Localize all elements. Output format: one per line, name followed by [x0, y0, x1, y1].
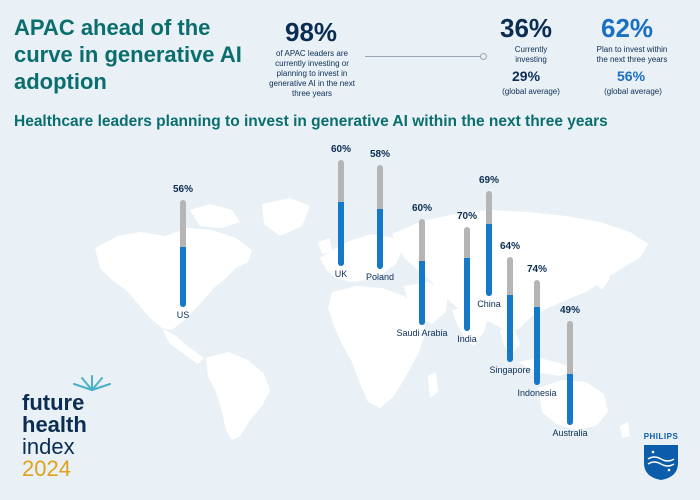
- fhi-word-future: future: [22, 390, 85, 415]
- bar-track-us: [180, 200, 186, 307]
- bar-track-australia: [567, 321, 573, 425]
- sunburst-icon: [73, 375, 111, 391]
- bar-india: [464, 258, 470, 331]
- bar-category-label-indonesia: Indonesia: [517, 388, 557, 398]
- plan-stat-value: 62%: [601, 13, 654, 43]
- bar-category-label-india: India: [457, 334, 477, 344]
- apac-stat-text: of APAC leaders are currently investing …: [269, 49, 355, 98]
- philips-shield-icon: [644, 445, 678, 480]
- bar-value-label-us: 56%: [172, 184, 194, 195]
- bar-poland: [377, 209, 383, 269]
- bar-saudi-arabia: [419, 261, 425, 325]
- bar-value-label-india: 70%: [456, 211, 478, 222]
- bar-value-label-poland: 58%: [369, 149, 391, 160]
- bar-value-label-singapore: 64%: [499, 241, 521, 252]
- bar-value-label-australia: 49%: [559, 305, 581, 316]
- bar-track-china: [486, 191, 492, 296]
- plan-global-label: (global average): [604, 87, 662, 96]
- bar-australia: [567, 374, 573, 425]
- philips-logo: PHILIPS: [640, 432, 682, 482]
- fhi-year: 2024: [22, 456, 71, 481]
- fhi-word-health: health: [22, 412, 87, 437]
- bar-category-label-singapore: Singapore: [489, 365, 531, 375]
- fhi-word-index: index: [22, 434, 75, 459]
- plan-stat-label: Plan to invest within the next three yea…: [596, 45, 668, 64]
- chart-title: Healthcare leaders planning to invest in…: [14, 113, 608, 130]
- stat-connector-line: [365, 56, 483, 57]
- bar-category-label-uk: UK: [334, 269, 348, 279]
- bar-indonesia: [534, 307, 540, 385]
- bar-category-label-china: China: [477, 299, 501, 309]
- world-map: [95, 198, 648, 440]
- bar-track-singapore: [507, 257, 513, 362]
- bar-category-label-us: US: [176, 310, 190, 320]
- bar-value-label-saudi-arabia: 60%: [411, 203, 433, 214]
- bar-uk: [338, 202, 344, 266]
- bar-track-poland: [377, 165, 383, 269]
- bar-us: [180, 247, 186, 307]
- investing-stat-value: 36%: [500, 13, 553, 43]
- bar-singapore: [507, 295, 513, 362]
- bar-value-label-indonesia: 74%: [526, 264, 548, 275]
- investing-global-label: (global average): [502, 87, 560, 96]
- bar-value-label-china: 69%: [478, 175, 500, 186]
- investing-global-value: 29%: [512, 68, 541, 84]
- future-health-index-logo: future health index 2024: [22, 375, 162, 488]
- apac-stat-value: 98%: [285, 17, 338, 47]
- plan-global-value: 56%: [617, 68, 646, 84]
- investing-stat-label: Currently investing: [514, 45, 548, 64]
- bar-track-india: [464, 227, 470, 331]
- bar-track-indonesia: [534, 280, 540, 385]
- bar-track-uk: [338, 160, 344, 266]
- bar-category-label-australia: Australia: [552, 428, 588, 438]
- bar-value-label-uk: 60%: [330, 144, 352, 155]
- stat-connector-dot: [480, 53, 487, 60]
- page-title: APAC ahead of the curve in generative AI…: [14, 15, 242, 94]
- bar-category-label-saudi-arabia: Saudi Arabia: [396, 328, 448, 338]
- bar-china: [486, 224, 492, 296]
- bar-track-saudi-arabia: [419, 219, 425, 325]
- bar-category-label-poland: Poland: [365, 272, 395, 282]
- philips-wordmark: PHILIPS: [643, 432, 679, 441]
